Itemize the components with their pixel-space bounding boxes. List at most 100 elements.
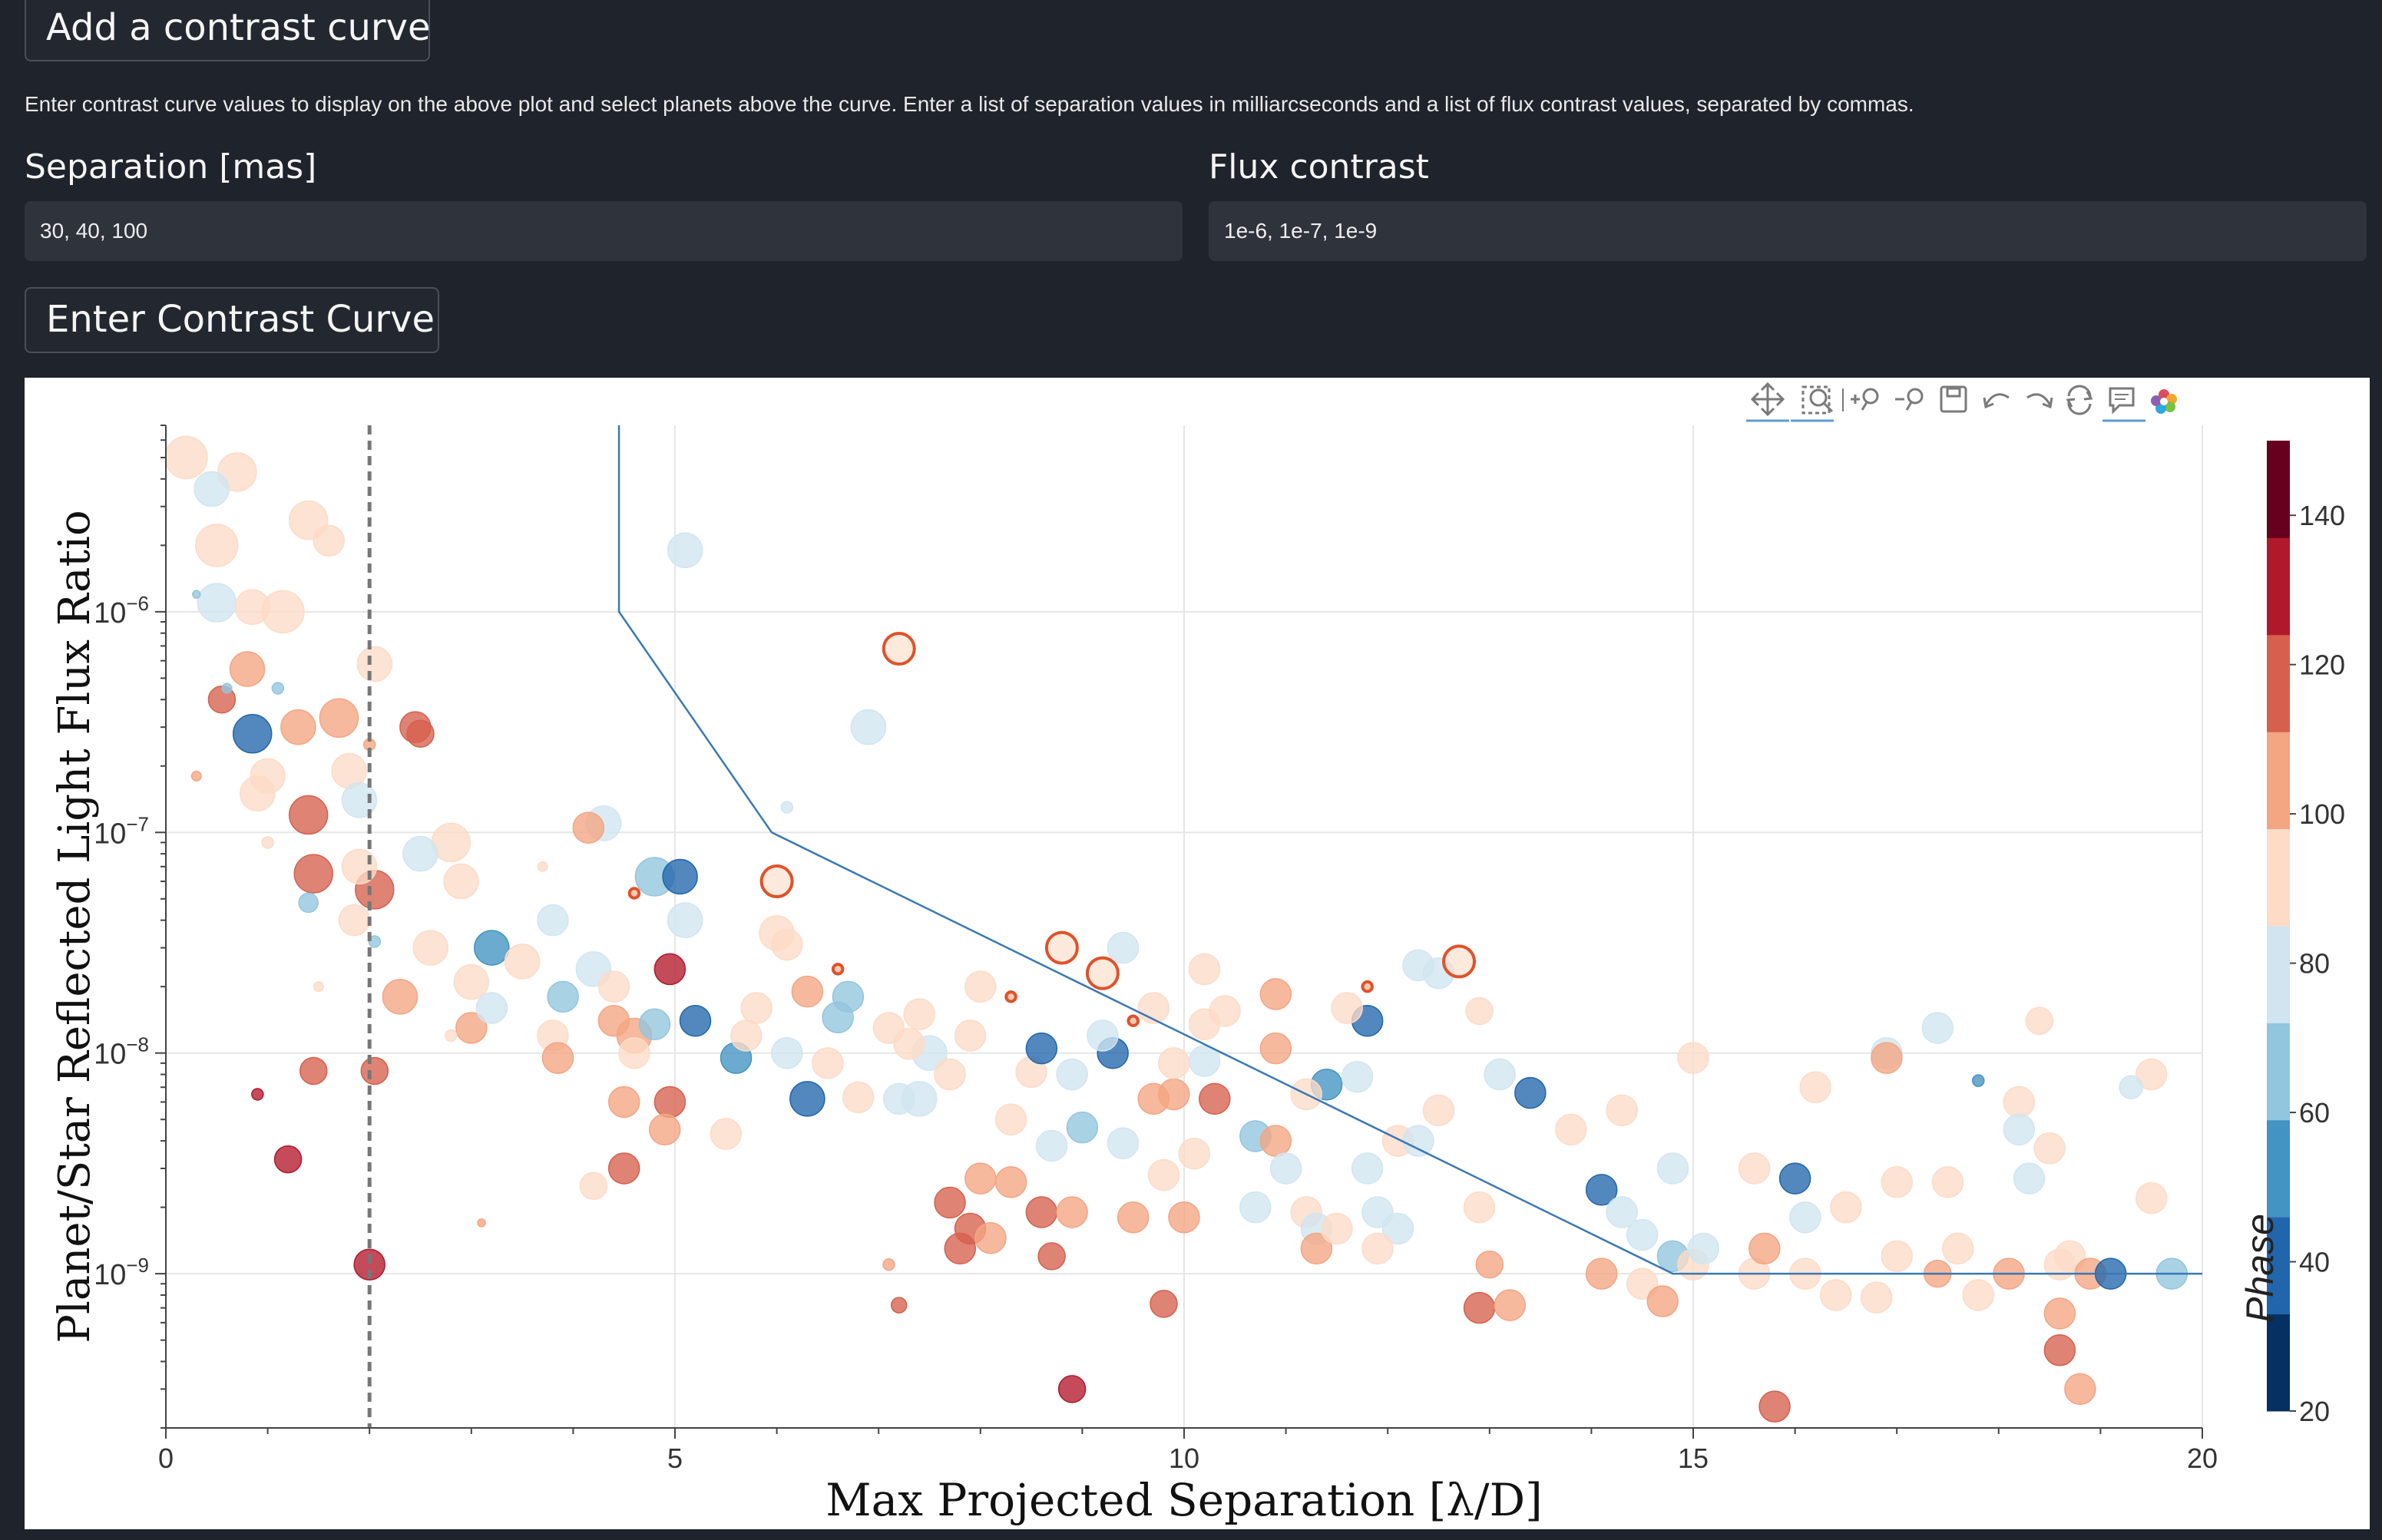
planet-point[interactable] [2119,1075,2143,1099]
planet-point[interactable] [964,1162,997,1195]
planet-point[interactable] [293,854,334,894]
planet-point[interactable] [1585,1257,1618,1290]
separation-input[interactable] [25,201,1183,261]
planet-point[interactable] [1819,1279,1852,1311]
planet-point[interactable] [1056,1058,1088,1091]
planet-point[interactable] [1687,1232,1720,1265]
planet-point[interactable] [1107,1127,1140,1159]
planet-point[interactable] [1921,1012,1954,1044]
planet-point[interactable] [353,1248,385,1281]
planet-point[interactable] [812,1047,844,1079]
planet-point[interactable] [579,1172,608,1200]
planet-point[interactable] [2135,1058,2168,1091]
planet-point[interactable] [477,1218,486,1228]
planet-point[interactable] [572,811,605,844]
planet-point[interactable] [1056,1196,1088,1228]
planet-point[interactable] [1035,1129,1068,1162]
planet-point[interactable] [1789,1201,1821,1234]
planet-point[interactable] [1422,1094,1455,1127]
planet-point[interactable] [288,795,329,835]
planet-point[interactable] [890,1297,908,1314]
planet-point[interactable] [710,1118,743,1150]
planet-point[interactable] [1126,1014,1140,1027]
planet-point[interactable] [1269,1152,1302,1185]
planet-point[interactable] [648,1113,681,1146]
planet-point[interactable] [2135,1181,2168,1214]
planet-point[interactable] [780,801,794,814]
planet-point[interactable] [1044,930,1079,965]
planet-point[interactable] [1778,1162,1811,1195]
planet-point[interactable] [194,471,230,507]
planet-point[interactable] [1025,1196,1058,1228]
planet-point[interactable] [1117,1201,1150,1234]
planet-point[interactable] [934,1186,966,1219]
planet-point[interactable] [1871,1042,1903,1074]
planet-point[interactable] [667,902,703,938]
planet-point[interactable] [192,590,201,599]
planet-point[interactable] [653,1086,686,1119]
planet-point[interactable] [872,1012,905,1044]
planet-point[interactable] [771,928,803,961]
planet-point[interactable] [1494,1289,1527,1321]
planet-point[interactable] [964,970,997,1003]
planet-point[interactable] [994,1166,1027,1198]
planet-point[interactable] [662,858,698,895]
planet-point[interactable] [541,1042,574,1074]
planet-point[interactable] [1057,1375,1087,1403]
planet-point[interactable] [1758,1390,1791,1423]
planet-point[interactable] [319,698,359,739]
planet-point[interactable] [1463,1291,1496,1324]
planet-point[interactable] [1188,1045,1221,1077]
planet-point[interactable] [250,758,286,795]
planet-point[interactable] [537,861,548,872]
planet-point[interactable] [1259,978,1292,1010]
planet-point[interactable] [1199,1082,1231,1115]
planet-point[interactable] [822,1001,854,1034]
planet-point[interactable] [730,1020,763,1052]
planet-point[interactable] [368,935,382,948]
planet-point[interactable] [1259,1032,1292,1065]
reset-icon[interactable] [2066,385,2093,415]
planet-point[interactable] [412,930,449,966]
save-icon[interactable] [1940,385,1967,413]
planet-point[interactable] [1361,980,1374,993]
planet-point[interactable] [280,709,316,745]
planet-point[interactable] [954,1020,987,1052]
planet-point[interactable] [406,719,435,749]
planet-point[interactable] [1677,1042,1709,1074]
planet-point[interactable] [791,975,824,1008]
planet-point[interactable] [1087,1020,1119,1052]
planet-point[interactable] [771,1036,803,1069]
planet-point[interactable] [627,887,641,900]
pan-icon[interactable] [1746,382,1789,422]
planet-point[interactable] [1157,1078,1190,1111]
planet-point[interactable] [679,1004,712,1037]
planet-point[interactable] [190,770,202,782]
planet-point[interactable] [789,1081,825,1117]
planet-point[interactable] [2003,1113,2036,1146]
flux-contrast-input[interactable] [1209,201,2367,261]
planet-point[interactable] [1656,1152,1689,1185]
planet-point[interactable] [2043,1297,2076,1330]
planet-point[interactable] [229,651,266,687]
planet-point[interactable] [1626,1218,1659,1251]
planet-point[interactable] [273,1145,303,1174]
planet-point[interactable] [1585,1174,1618,1206]
planet-point[interactable] [882,1082,915,1115]
planet-point[interactable] [903,998,935,1030]
planet-point[interactable] [537,904,569,937]
bokeh-logo-icon[interactable] [2151,389,2177,414]
planet-point[interactable] [1188,953,1221,986]
zoom-in-icon[interactable] [1842,388,1879,411]
planet-point[interactable] [1606,1196,1638,1228]
planet-point[interactable] [1931,1166,1964,1198]
planet-point[interactable] [994,1103,1027,1135]
planet-point[interactable] [298,892,319,914]
planet-point[interactable] [1962,1279,1995,1311]
planet-point[interactable] [974,1221,1007,1254]
planet-point[interactable] [2043,1334,2076,1367]
planet-point[interactable] [1626,1267,1659,1300]
planet-point[interactable] [1881,1166,1913,1198]
planet-point[interactable] [1209,995,1241,1027]
planet-point[interactable] [1331,992,1363,1024]
